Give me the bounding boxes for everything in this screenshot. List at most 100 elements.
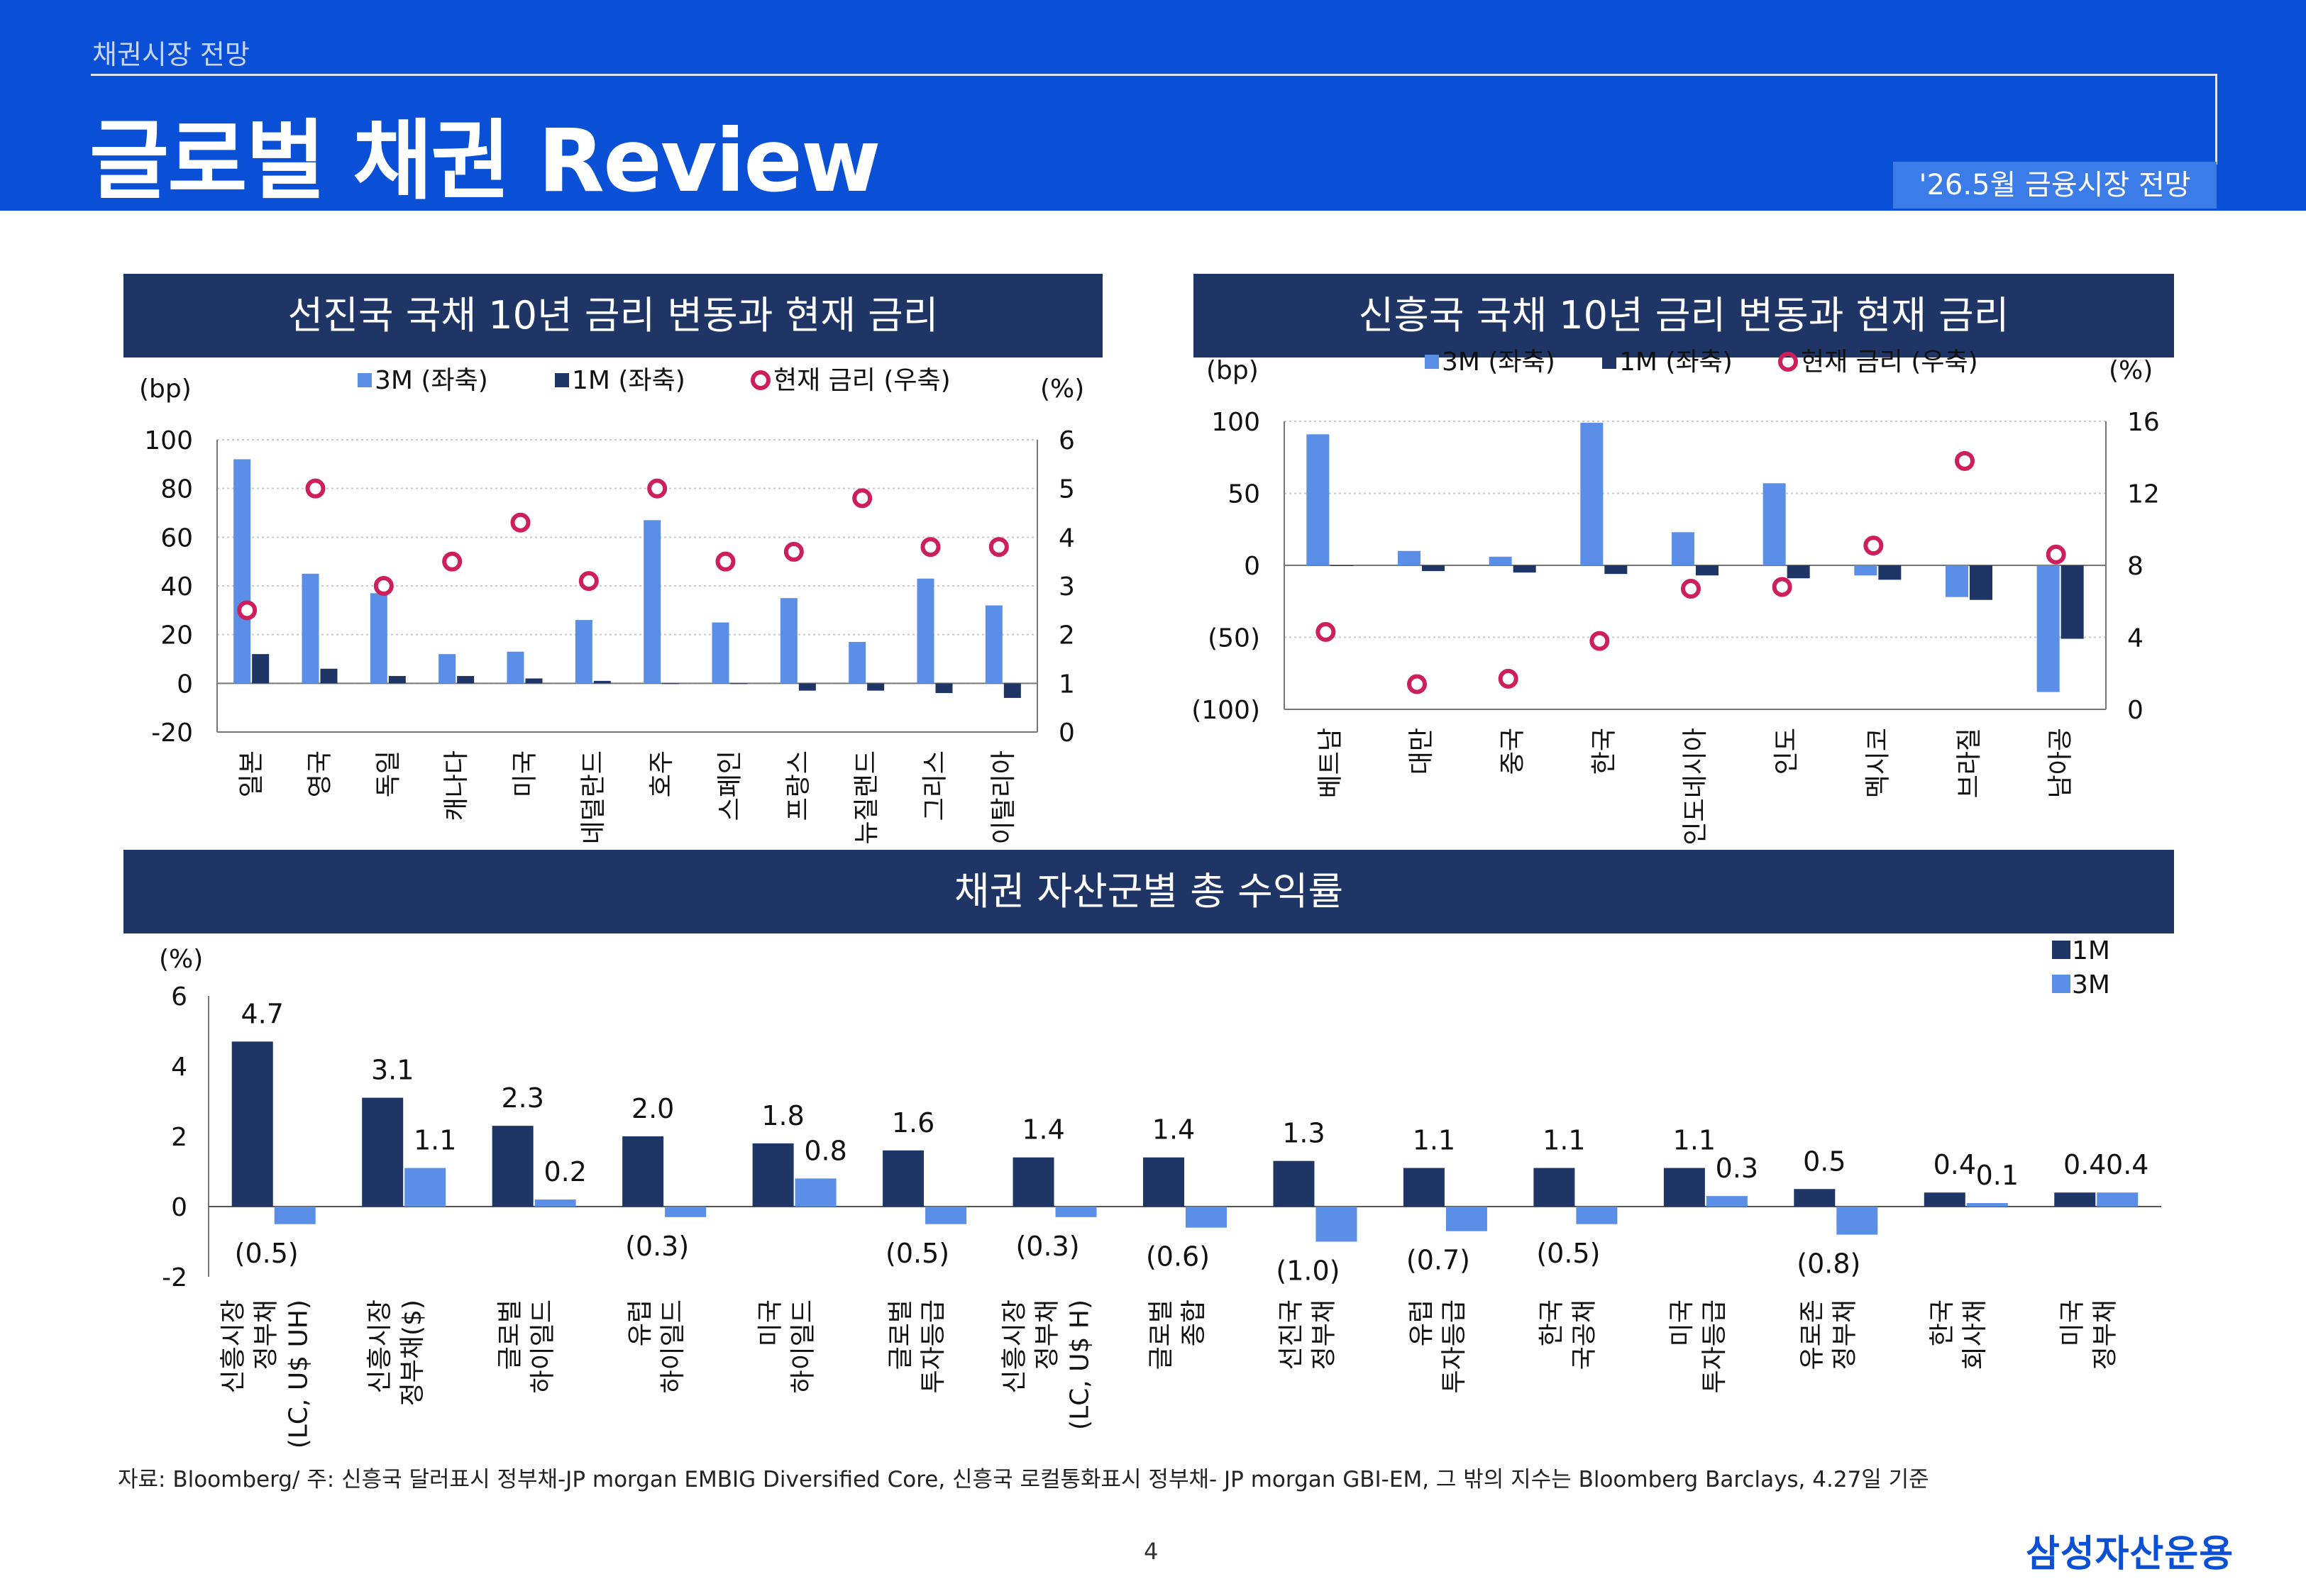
- chart1-bar-3m: [438, 654, 456, 684]
- company-logo: 삼성자산운용: [2026, 1533, 2234, 1575]
- chart3-category-label: 글로벌: [886, 1299, 915, 1370]
- chart3-label-3m: 0.1: [1976, 1160, 2019, 1191]
- chart1-rate-marker: [442, 551, 463, 572]
- chart1-category-label: 영국: [306, 750, 335, 797]
- chart1-bar-3m: [233, 459, 251, 684]
- chart1-rate-marker: [305, 478, 326, 499]
- chart3-category-label: 한국: [1928, 1299, 1957, 1346]
- chart3-category-label: 신흥시장: [219, 1299, 248, 1393]
- chart1-legend-rate: 현재 금리 (우축): [773, 366, 951, 395]
- section-label: 채권시장 전망: [92, 39, 250, 70]
- chart2-rate-marker: [1863, 536, 1884, 556]
- chart3-category-label: 투자등급: [1440, 1299, 1469, 1393]
- chart2-rate-marker: [1955, 450, 1975, 471]
- chart1-category-label: 일본: [237, 750, 266, 797]
- chart2-legend-rate: 현재 금리 (우축): [1801, 348, 1978, 377]
- chart1-ytick-right: 0: [1059, 719, 1075, 748]
- chart2-bar-3m: [1854, 565, 1877, 576]
- chart1-ytick-left: -20: [151, 719, 193, 748]
- chart1-bar-1m: [1003, 683, 1021, 698]
- chart2-legend-swatch-1m: [1602, 355, 1616, 369]
- chart3-label-3m: 1.1: [414, 1125, 456, 1156]
- chart1-ytick-right: 2: [1059, 621, 1075, 650]
- chart1-ytick-left: 20: [160, 621, 193, 650]
- chart3-label-3m: 0.3: [1716, 1153, 1758, 1184]
- chart2-bar-1m: [1696, 565, 1719, 576]
- chart2-bar-3m: [1306, 434, 1330, 565]
- chart1-bar-3m: [917, 578, 934, 684]
- chart2-title: 신흥국 국채 10년 금리 변동과 현재 금리: [1193, 274, 2174, 358]
- chart1-legend-1m: 1M (좌축): [572, 366, 685, 395]
- chart3-legend-3m: 3M: [2072, 970, 2110, 999]
- chart1-bar-3m: [302, 573, 319, 684]
- footnote: 자료: Bloomberg/ 주: 신흥국 달러표시 정부채-JP morgan…: [118, 1467, 1929, 1492]
- chart1-title: 선진국 국채 10년 금리 변동과 현재 금리: [123, 274, 1103, 358]
- chart3-bar-3m: [2097, 1192, 2139, 1207]
- chart3-category-label: 유럽: [1407, 1299, 1436, 1346]
- chart2-bar-3m: [1398, 550, 1420, 565]
- chart1-rate-marker: [988, 537, 1009, 558]
- chart2-rate-marker: [1589, 631, 1610, 651]
- chart3-bar-3m: [1445, 1207, 1487, 1231]
- chart3-category-label: 유럽: [626, 1299, 655, 1346]
- chart3-category-label: 신흥시장: [1000, 1299, 1030, 1393]
- chart3-bar-1m: [883, 1150, 925, 1207]
- chart3-category-label: 유로존: [1797, 1299, 1826, 1370]
- chart3-bar-1m: [1403, 1168, 1445, 1207]
- chart3-bar-3m: [1186, 1207, 1227, 1228]
- chart2-bar-3m: [1489, 556, 1512, 565]
- chart3-label-1m: 1.6: [892, 1107, 934, 1138]
- chart3-legend-swatch-3m: [2052, 975, 2070, 993]
- chart3-label-1m: 1.1: [1413, 1125, 1455, 1156]
- chart1-legend-swatch-1m: [555, 373, 569, 387]
- chart2-ylabel-left: (bp): [1206, 356, 1259, 385]
- chart2-ytick-right: 16: [2127, 408, 2160, 437]
- chart3-category-label: 선진국: [1276, 1299, 1306, 1370]
- chart3-category-label: 한국: [1537, 1299, 1566, 1346]
- chart1-bar-1m: [798, 683, 816, 691]
- chart3-category-label: 정부채: [1309, 1299, 1338, 1370]
- chart1-legend-swatch-3m: [358, 373, 372, 387]
- chart1-rate-marker: [852, 488, 873, 509]
- chart3-category-label: (LC, U$ H): [1066, 1299, 1095, 1430]
- chart3-category-label: 정부채: [2090, 1299, 2119, 1370]
- chart3-legend-1m: 1M: [2072, 936, 2110, 965]
- chart2-category-label: 베트남: [1315, 728, 1345, 798]
- chart3-category-label: 종합: [1179, 1299, 1208, 1346]
- chart1-category-label: 호주: [647, 750, 676, 797]
- chart3-category-label: 정부채: [252, 1299, 281, 1370]
- chart3-label-1m: 0.4: [2063, 1149, 2106, 1180]
- chart1-bar-3m: [780, 598, 798, 684]
- chart3-bar-3m: [534, 1199, 576, 1207]
- chart3-category-label: 하이일드: [529, 1299, 558, 1393]
- chart1-ytick-left: 80: [160, 475, 193, 504]
- chart3-ytick: 2: [171, 1123, 187, 1152]
- chart2-ytick-right: 12: [2127, 480, 2160, 509]
- chart3-category-label: 회사채: [1960, 1299, 1990, 1370]
- chart3-bar-3m: [404, 1168, 446, 1207]
- chart3-category-label: 미국: [2058, 1299, 2087, 1346]
- chart3-label-3m: 0.2: [544, 1156, 586, 1187]
- chart2-rate-marker: [2046, 544, 2066, 565]
- chart1-ytick-right: 3: [1059, 572, 1075, 602]
- chart1-ytick-left: 0: [177, 670, 193, 699]
- chart1-category-label: 이탈리아: [989, 750, 1018, 844]
- chart3-bar-3m: [925, 1207, 967, 1224]
- chart1-bar-1m: [457, 676, 475, 684]
- chart1-bar-1m: [252, 654, 270, 684]
- chart2-rate-marker: [1407, 674, 1427, 694]
- chart3-label-3m: (0.3): [625, 1231, 689, 1262]
- chart3-bar-3m: [1576, 1207, 1618, 1224]
- chart1-ytick-right: 6: [1059, 426, 1075, 455]
- chart3-bar-1m: [1924, 1192, 1965, 1207]
- chart3-label-1m: 1.4: [1022, 1114, 1064, 1146]
- chart1-rate-marker: [373, 576, 394, 596]
- chart3-bar-1m: [1143, 1157, 1184, 1207]
- chart3-bar-1m: [231, 1041, 273, 1207]
- chart3-label-3m: 0.4: [2106, 1149, 2148, 1180]
- chart2-legend-marker: [1778, 352, 1798, 372]
- chart2-category-label: 멕시코: [1863, 728, 1892, 798]
- chart3-bar-1m: [752, 1143, 794, 1207]
- chart3-category-label: 미국: [1667, 1299, 1697, 1346]
